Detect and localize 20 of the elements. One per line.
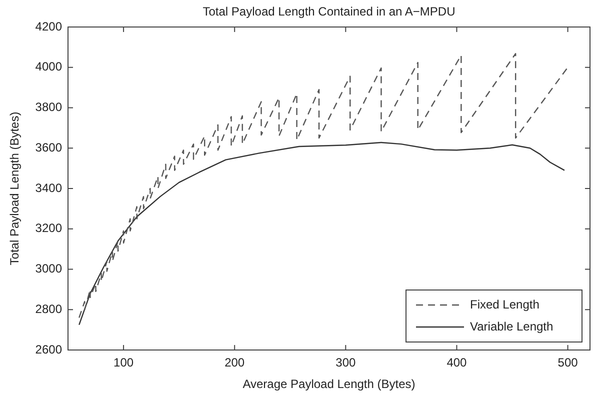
x-axis-title: Average Payload Length (Bytes) [242, 377, 416, 392]
x-tick-label: 200 [224, 356, 245, 370]
y-tick-label: 3600 [35, 140, 62, 154]
y-tick-label: 4000 [35, 60, 62, 74]
y-tick-label: 3200 [35, 221, 62, 236]
legend-label: Fixed Length [470, 297, 540, 312]
y-tick-label: 3400 [35, 180, 62, 195]
x-tick-label: 100 [114, 356, 134, 370]
x-tick-label: 400 [446, 356, 468, 370]
line-series [78, 53, 568, 318]
y-tick-label: 3000 [35, 262, 62, 276]
y-tick-label: 3800 [35, 100, 62, 114]
x-tick-label: 300 [336, 356, 356, 370]
y-axis-title: Total Payload Length (Bytes) [8, 112, 22, 266]
y-tick-label: 2600 [35, 342, 62, 356]
legend-label: Variable Length [470, 319, 554, 334]
y-tick-label: 2800 [35, 302, 62, 316]
y-tick-label: 4200 [35, 19, 62, 34]
chart-title: Total Payload Length Contained in an A−MPDU [202, 4, 456, 18]
x-tick-label: 500 [558, 356, 578, 370]
